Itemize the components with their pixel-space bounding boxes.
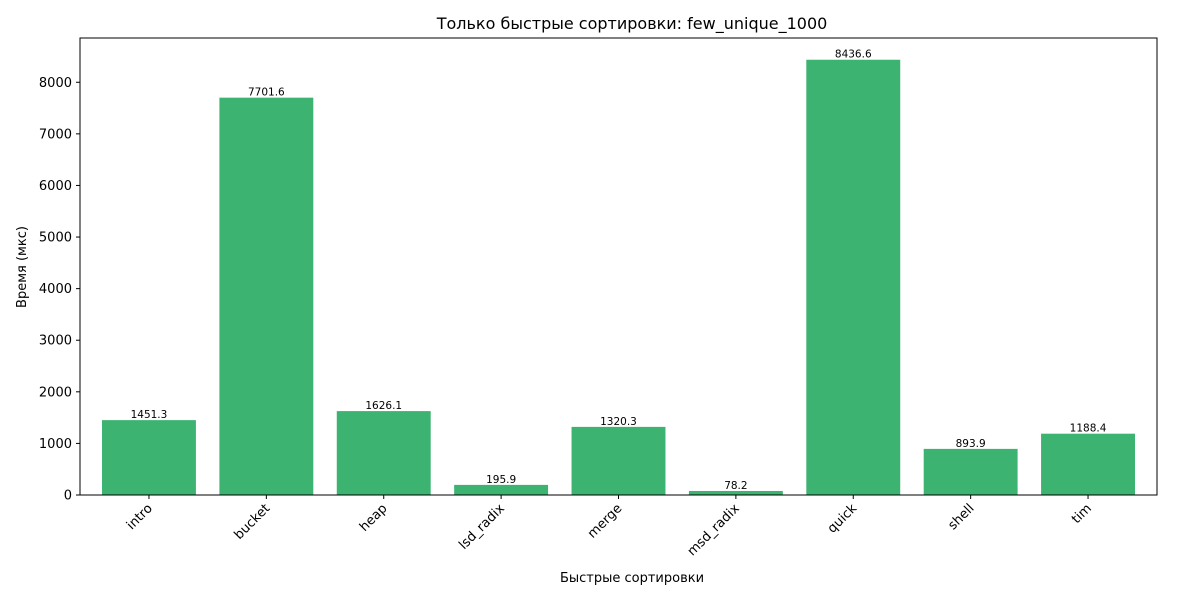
bar-msd_radix (688, 490, 783, 495)
y-tick-label: 8000 (39, 76, 72, 91)
data-label-heap: 1626.1 (365, 400, 402, 412)
x-tick-label: msd_radix (685, 501, 743, 559)
x-tick-label: lsd_radix (456, 501, 508, 553)
y-tick-label: 4000 (39, 282, 72, 297)
bar-intro (102, 420, 196, 495)
x-tick-label: merge (585, 501, 625, 541)
data-label-lsd_radix: 195.9 (486, 474, 516, 486)
plot-frame (79, 37, 1158, 496)
bar-tim (1041, 433, 1135, 495)
data-label-tim: 1188.4 (1070, 423, 1107, 435)
bar-merge (571, 426, 666, 495)
y-tick-label: 3000 (39, 334, 72, 349)
y-tick-label: 0 (64, 489, 72, 504)
y-tick-label: 1000 (39, 437, 72, 452)
x-axis-label: Быстрые сортировки (560, 571, 704, 586)
bar-bucket (219, 97, 314, 495)
y-tick-label: 7000 (39, 127, 72, 142)
x-tick-label: intro (124, 501, 156, 533)
bar-quick (806, 59, 901, 495)
x-tick-label: tim (1069, 501, 1095, 527)
x-tick-label: quick (825, 501, 861, 537)
data-label-intro: 1451.3 (131, 409, 168, 421)
bars-layer: 1451.3 7701.6 1626.1 195.9 1320.3 78.2 8436.6 8… (102, 49, 1135, 495)
data-label-bucket: 7701.6 (248, 87, 285, 99)
bar-heap (336, 411, 431, 495)
data-label-merge: 1320.3 (600, 416, 637, 428)
data-label-quick: 8436.6 (835, 49, 872, 61)
chart-title: Только быстрые сортировки: few_unique_10… (436, 14, 828, 34)
bar-lsd_radix (454, 484, 549, 495)
x-tick-label: heap (357, 501, 391, 535)
data-label-shell: 893.9 (956, 438, 986, 450)
y-tick-label: 5000 (39, 231, 72, 246)
y-tick-label: 6000 (39, 179, 72, 194)
y-axis-label: Время (мкс) (15, 226, 30, 308)
data-label-msd_radix: 78.2 (724, 480, 747, 492)
bar-shell (923, 448, 1018, 495)
y-tick-label: 2000 (39, 385, 72, 400)
x-tick-label: shell (945, 501, 977, 533)
x-tick-label: bucket (232, 501, 274, 543)
